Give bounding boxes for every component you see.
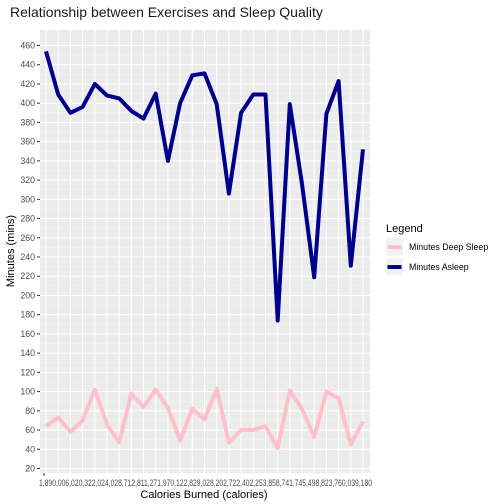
y-tick-label: 60 <box>25 425 35 435</box>
y-tick-label: 340 <box>20 156 35 166</box>
series-line-minutes-asleep <box>44 50 365 323</box>
grid <box>40 30 370 473</box>
series-lines <box>44 50 365 451</box>
y-tick-label: 100 <box>20 387 35 397</box>
y-tick-label: 300 <box>20 194 35 204</box>
y-tick-label: 320 <box>20 175 35 185</box>
y-tick-label: 40 <box>25 444 35 454</box>
y-tick-label: 240 <box>20 252 35 262</box>
series-line-minutes-deep-sleep <box>44 386 365 451</box>
legend: Legend Minutes Deep Sleep Minutes Asleep <box>386 223 488 276</box>
y-tick-label: 160 <box>20 329 35 339</box>
y-tick-label: 440 <box>20 60 35 70</box>
y-tick-label: 80 <box>25 406 35 416</box>
y-tick-label: 400 <box>20 98 35 108</box>
legend-entries: Minutes Deep Sleep Minutes Asleep <box>386 238 488 276</box>
y-tick-label: 220 <box>20 271 35 281</box>
y-axis: 20 40 60 80 100 120 140 160 180 200 220 240 260 280 30… <box>20 41 40 474</box>
x-tick-labels: 1,890,006,020,322,024,028,712,811,271,97… <box>39 478 372 488</box>
y-tick-label: 140 <box>20 348 35 358</box>
y-tick-label: 360 <box>20 137 35 147</box>
x-axis-title: Calories Burned (calories) <box>140 489 267 501</box>
y-tick-label: 20 <box>25 464 35 474</box>
legend-label: Minutes Asleep <box>409 262 469 272</box>
chart-title: Relationship between Exercises and Sleep… <box>10 4 323 20</box>
legend-title: Legend <box>386 223 423 235</box>
y-tick-label: 420 <box>20 79 35 89</box>
y-tick-label: 280 <box>20 214 35 224</box>
y-axis-title: Minutes (mins) <box>5 215 17 287</box>
y-tick-label: 460 <box>20 41 35 51</box>
y-tick-label: 200 <box>20 290 35 300</box>
y-tick-label: 260 <box>20 233 35 243</box>
x-axis: 1,890,006,020,322,024,028,712,811,271,97… <box>39 473 372 488</box>
y-tick-label: 380 <box>20 117 35 127</box>
legend-label: Minutes Deep Sleep <box>409 242 488 252</box>
y-tick-label: 180 <box>20 310 35 320</box>
y-tick-label: 120 <box>20 367 35 377</box>
